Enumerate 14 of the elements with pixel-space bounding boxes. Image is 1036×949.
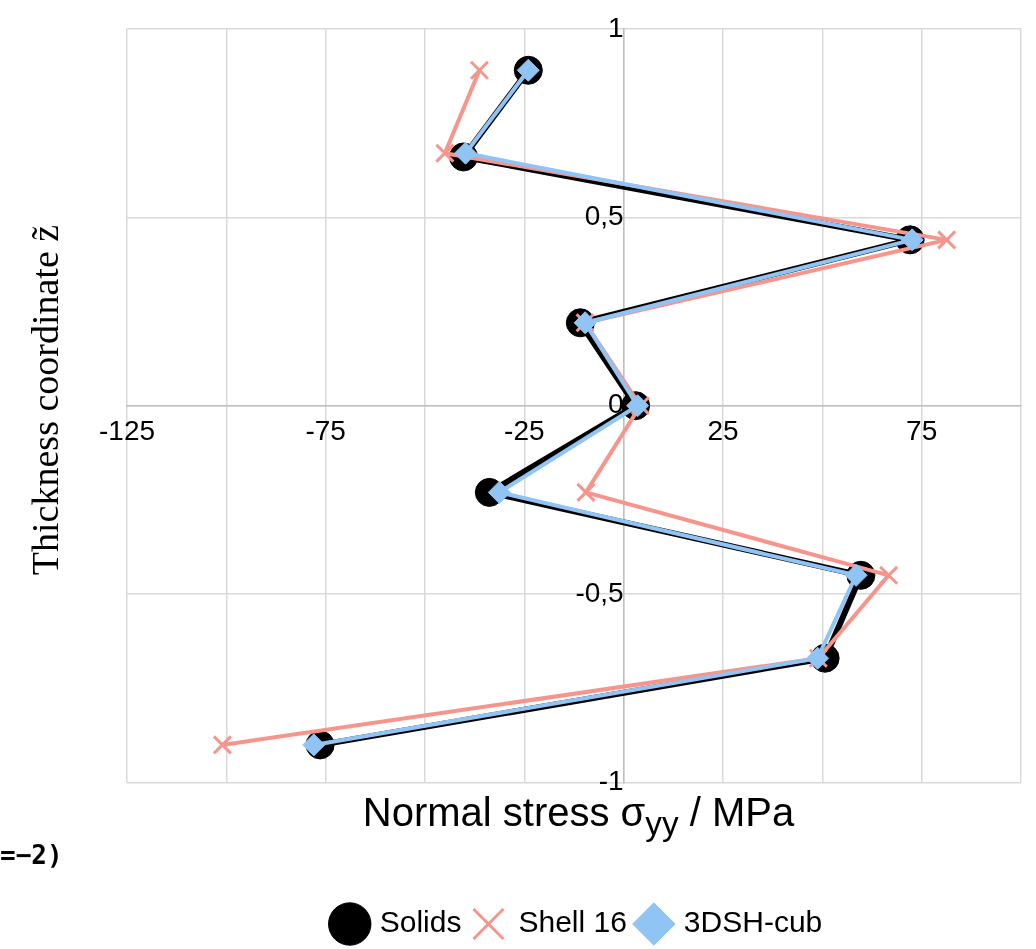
x-tick-label: 25	[707, 415, 739, 447]
y-tick-label: 0	[608, 388, 624, 420]
y-tick-label: -0,5	[575, 576, 624, 608]
y-tick-label: 0,5	[584, 199, 624, 231]
text: =−2)	[0, 840, 63, 870]
y-tick-label: 1	[608, 11, 624, 43]
x-tick-label: -125	[98, 415, 156, 447]
legend-label: Shell 16	[518, 905, 627, 939]
x-tick-label: -25	[504, 415, 545, 447]
legend-label: 3DSH-cub	[683, 905, 823, 939]
legend-label: Solids	[379, 905, 462, 939]
y-axis-title: Thickness coordinate z̃	[23, 224, 67, 576]
x-tick-label: 75	[906, 415, 938, 447]
x-tick-label: -75	[305, 415, 346, 447]
